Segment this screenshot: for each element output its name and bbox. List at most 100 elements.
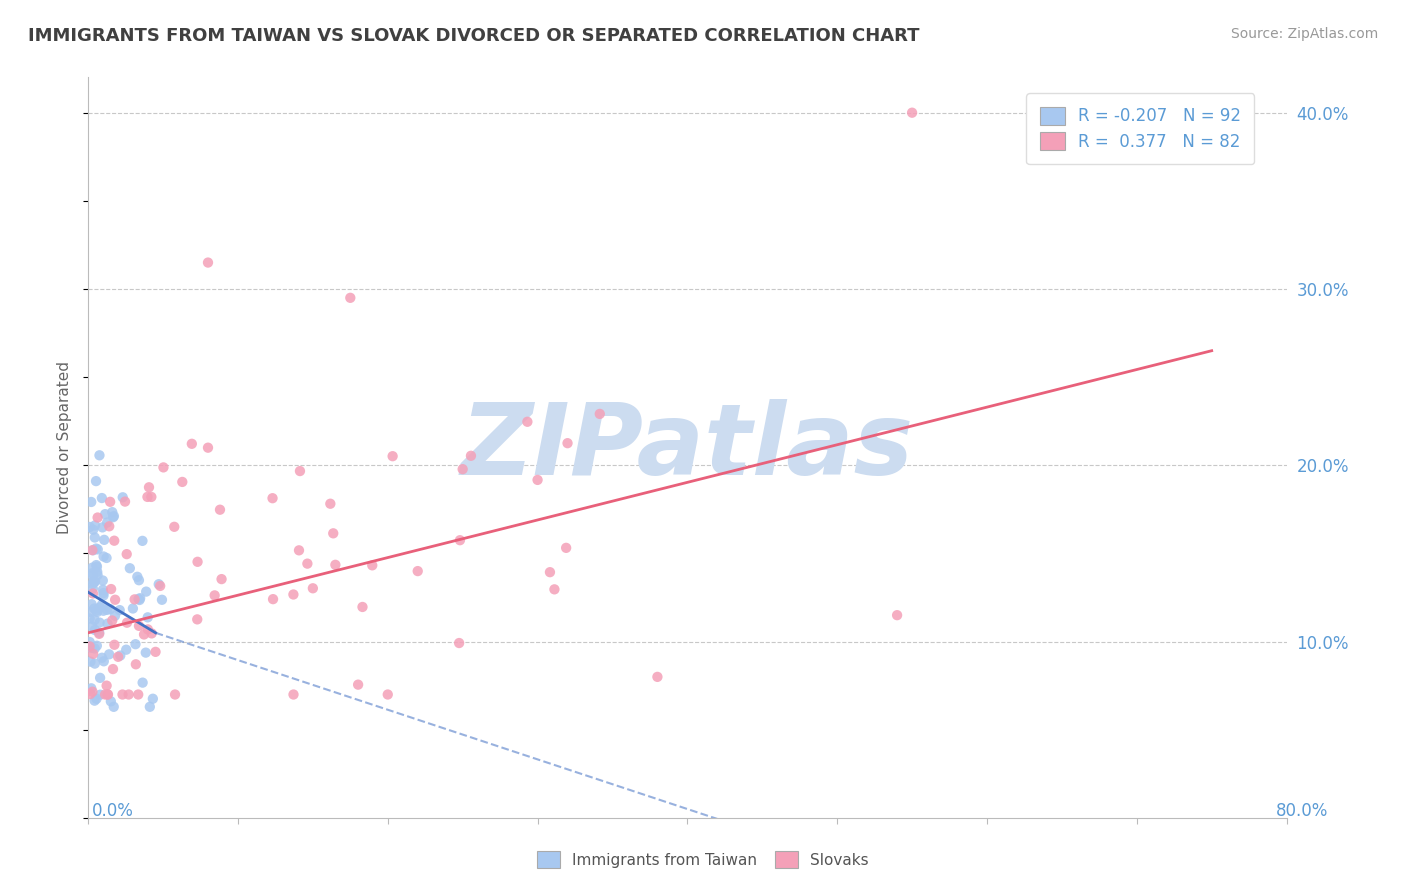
Point bbox=[297, 557, 319, 571]
Point bbox=[110, 648, 132, 663]
Point bbox=[83, 574, 105, 588]
Point bbox=[451, 462, 474, 476]
Point bbox=[86, 605, 108, 619]
Point bbox=[89, 688, 111, 702]
Point bbox=[197, 441, 219, 455]
Point bbox=[128, 593, 150, 607]
Point bbox=[86, 510, 108, 524]
Text: Source: ZipAtlas.com: Source: ZipAtlas.com bbox=[1230, 27, 1378, 41]
Point bbox=[111, 688, 134, 702]
Point bbox=[80, 597, 103, 611]
Point bbox=[89, 600, 111, 615]
Point bbox=[111, 491, 134, 505]
Point bbox=[93, 586, 115, 600]
Point bbox=[83, 657, 105, 671]
Point bbox=[555, 541, 578, 555]
Point bbox=[100, 582, 122, 596]
Point bbox=[262, 592, 284, 607]
Point bbox=[86, 568, 108, 582]
Point bbox=[322, 526, 344, 541]
Point bbox=[79, 655, 101, 669]
Point bbox=[82, 582, 104, 596]
Point bbox=[83, 601, 105, 615]
Point bbox=[449, 533, 471, 548]
Point bbox=[79, 640, 101, 654]
Point bbox=[89, 627, 111, 641]
Point bbox=[118, 561, 141, 575]
Point bbox=[115, 615, 138, 630]
Point bbox=[352, 599, 374, 614]
Point bbox=[149, 579, 172, 593]
Point bbox=[262, 491, 284, 506]
Point bbox=[89, 625, 111, 640]
Point bbox=[319, 497, 342, 511]
Point bbox=[197, 255, 219, 269]
Point bbox=[901, 105, 924, 120]
Point bbox=[82, 577, 104, 591]
Point bbox=[150, 592, 173, 607]
Point bbox=[94, 507, 117, 521]
Point bbox=[186, 612, 208, 626]
Point bbox=[543, 582, 565, 597]
Point bbox=[96, 516, 118, 530]
Point bbox=[84, 518, 107, 533]
Point bbox=[152, 460, 174, 475]
Point bbox=[589, 407, 612, 421]
Point bbox=[79, 605, 101, 619]
Point bbox=[131, 533, 153, 548]
Point bbox=[211, 572, 233, 586]
Point bbox=[124, 592, 146, 607]
Point bbox=[101, 510, 124, 524]
Point bbox=[79, 611, 101, 625]
Point bbox=[79, 640, 101, 654]
Point bbox=[82, 523, 104, 537]
Point bbox=[104, 608, 127, 623]
Point bbox=[115, 547, 138, 561]
Point bbox=[647, 670, 669, 684]
Point bbox=[79, 635, 101, 649]
Point bbox=[90, 598, 112, 612]
Point bbox=[100, 694, 122, 708]
Point bbox=[82, 568, 104, 582]
Point bbox=[145, 645, 167, 659]
Point bbox=[204, 588, 226, 602]
Point bbox=[82, 684, 104, 698]
Point bbox=[93, 549, 115, 564]
Point bbox=[91, 650, 114, 665]
Point bbox=[103, 533, 125, 548]
Point bbox=[165, 688, 187, 702]
Point bbox=[79, 687, 101, 701]
Point bbox=[94, 688, 117, 702]
Point bbox=[128, 573, 150, 587]
Point bbox=[136, 610, 159, 624]
Point bbox=[93, 589, 115, 603]
Point bbox=[96, 679, 118, 693]
Point bbox=[101, 614, 124, 628]
Point bbox=[98, 648, 121, 662]
Point bbox=[139, 699, 162, 714]
Point bbox=[86, 639, 108, 653]
Point bbox=[93, 654, 115, 668]
Point bbox=[516, 415, 538, 429]
Point bbox=[302, 582, 325, 596]
Point bbox=[288, 464, 311, 478]
Point bbox=[86, 603, 108, 617]
Point bbox=[283, 688, 305, 702]
Point bbox=[80, 495, 103, 509]
Point bbox=[288, 543, 311, 558]
Point bbox=[135, 646, 157, 660]
Point bbox=[93, 533, 115, 547]
Point bbox=[107, 649, 129, 664]
Text: IMMIGRANTS FROM TAIWAN VS SLOVAK DIVORCED OR SEPARATED CORRELATION CHART: IMMIGRANTS FROM TAIWAN VS SLOVAK DIVORCE… bbox=[28, 27, 920, 45]
Point bbox=[180, 437, 202, 451]
Point bbox=[460, 449, 482, 463]
Point bbox=[557, 436, 579, 450]
Point bbox=[377, 688, 399, 702]
Point bbox=[132, 627, 155, 641]
Point bbox=[83, 641, 105, 656]
Point bbox=[82, 543, 104, 558]
Legend: R = -0.207   N = 92, R =  0.377   N = 82: R = -0.207 N = 92, R = 0.377 N = 82 bbox=[1026, 93, 1254, 164]
Point bbox=[93, 604, 115, 618]
Point bbox=[80, 640, 103, 655]
Point bbox=[104, 592, 127, 607]
